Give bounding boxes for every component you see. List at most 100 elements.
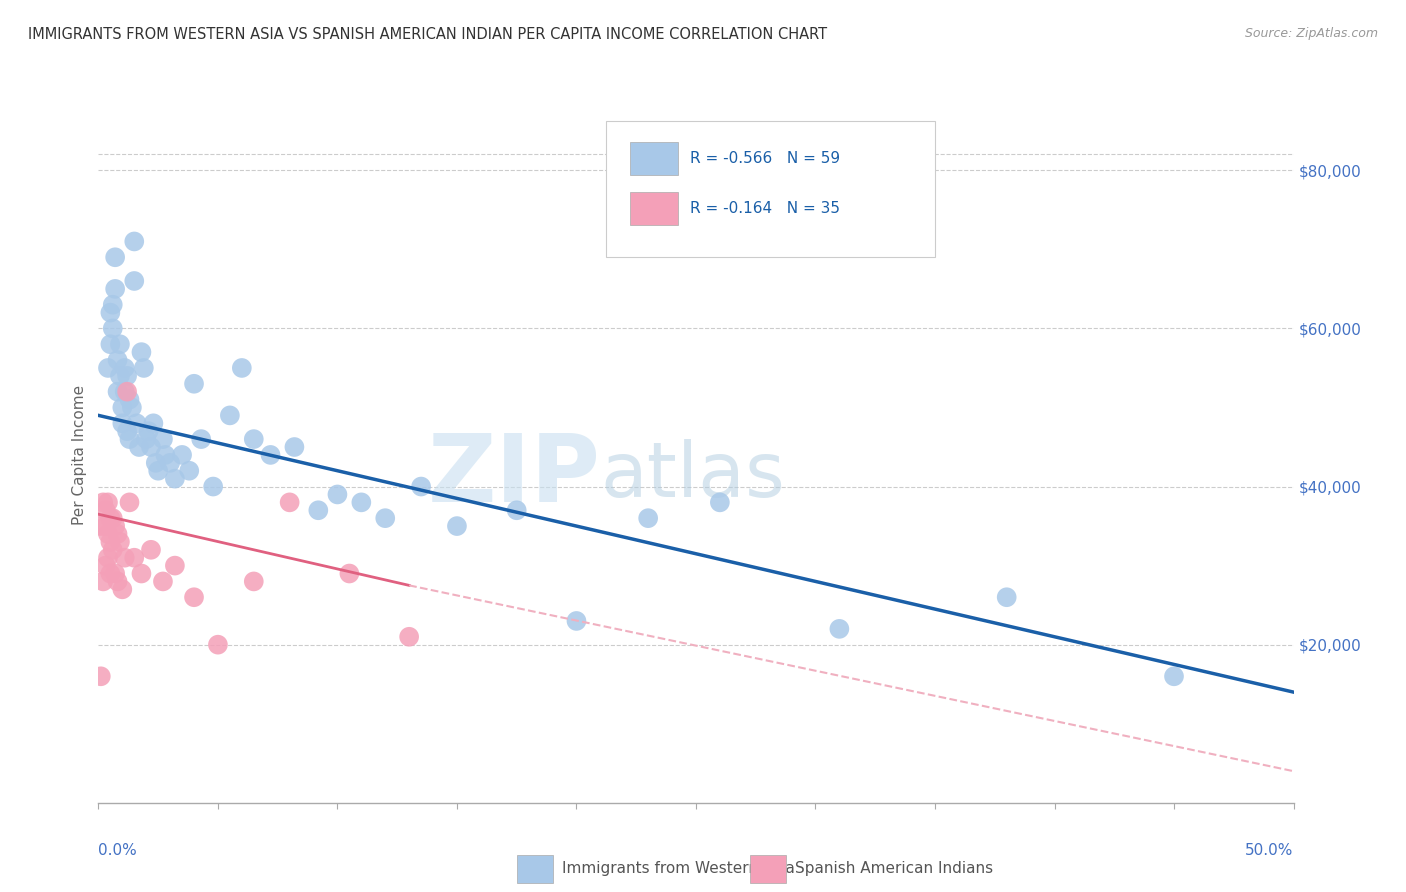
Point	[374, 511, 396, 525]
Point	[94, 558, 117, 573]
Point	[350, 495, 373, 509]
Point	[159, 456, 181, 470]
Point	[101, 511, 124, 525]
Point	[111, 401, 134, 415]
Point	[259, 448, 281, 462]
FancyBboxPatch shape	[606, 121, 935, 257]
Point	[128, 440, 150, 454]
Point	[278, 495, 301, 509]
Text: R = -0.164   N = 35: R = -0.164 N = 35	[690, 201, 839, 216]
Point	[398, 630, 420, 644]
Point	[118, 432, 141, 446]
Point	[446, 519, 468, 533]
Point	[283, 440, 305, 454]
Point	[98, 305, 122, 319]
Point	[145, 456, 167, 470]
Point	[107, 353, 129, 368]
Point	[98, 566, 122, 581]
Point	[148, 464, 170, 478]
Point	[139, 440, 162, 454]
Point	[124, 235, 146, 249]
Point	[637, 511, 659, 525]
Point	[131, 345, 153, 359]
Point	[163, 558, 186, 573]
Text: 50.0%: 50.0%	[1246, 843, 1294, 858]
Point	[97, 527, 120, 541]
Point	[124, 550, 146, 565]
FancyBboxPatch shape	[630, 142, 678, 175]
Point	[97, 495, 120, 509]
Point	[152, 432, 174, 446]
Point	[101, 321, 124, 335]
Point	[179, 464, 201, 478]
Point	[207, 638, 229, 652]
Point	[107, 384, 129, 399]
Text: ZIP: ZIP	[427, 430, 600, 522]
Point	[183, 376, 205, 391]
Point	[243, 574, 266, 589]
Point	[172, 448, 194, 462]
Point	[339, 566, 360, 581]
Point	[125, 417, 148, 431]
Point	[111, 582, 134, 597]
Point	[202, 479, 225, 493]
Point	[219, 409, 242, 423]
Point	[709, 495, 731, 509]
Point	[114, 361, 136, 376]
Point	[101, 542, 124, 557]
Point	[124, 274, 146, 288]
Text: R = -0.566   N = 59: R = -0.566 N = 59	[690, 151, 841, 166]
Point	[98, 535, 122, 549]
Point	[506, 503, 529, 517]
Point	[94, 503, 117, 517]
Point	[94, 519, 117, 533]
Point	[91, 495, 114, 509]
Point	[104, 250, 127, 264]
Point	[411, 479, 433, 493]
Text: Immigrants from Western Asia: Immigrants from Western Asia	[562, 862, 794, 877]
Point	[101, 298, 124, 312]
Point	[190, 432, 212, 446]
Point	[115, 424, 138, 438]
Point	[118, 495, 141, 509]
Point	[108, 368, 131, 383]
Point	[326, 487, 349, 501]
Text: Spanish American Indians: Spanish American Indians	[796, 862, 993, 877]
Point	[163, 472, 186, 486]
Point	[107, 574, 129, 589]
Text: atlas: atlas	[600, 439, 785, 513]
Point	[307, 503, 329, 517]
Point	[108, 337, 131, 351]
Y-axis label: Per Capita Income: Per Capita Income	[72, 384, 87, 525]
Point	[131, 566, 153, 581]
Point	[155, 448, 177, 462]
Point	[90, 669, 112, 683]
Point	[114, 550, 136, 565]
Point	[135, 432, 157, 446]
Point	[115, 368, 138, 383]
Point	[1163, 669, 1185, 683]
Point	[115, 384, 138, 399]
Point	[104, 566, 127, 581]
Point	[118, 392, 141, 407]
Point	[121, 401, 143, 415]
Point	[107, 527, 129, 541]
Point	[104, 519, 127, 533]
Point	[565, 614, 588, 628]
FancyBboxPatch shape	[749, 855, 786, 883]
Point	[108, 535, 131, 549]
Point	[98, 337, 122, 351]
Point	[138, 424, 160, 438]
Point	[183, 591, 205, 605]
Text: 0.0%: 0.0%	[98, 843, 138, 858]
Point	[104, 282, 127, 296]
Point	[90, 519, 112, 533]
Point	[97, 361, 120, 376]
Point	[231, 361, 253, 376]
Point	[828, 622, 851, 636]
Text: IMMIGRANTS FROM WESTERN ASIA VS SPANISH AMERICAN INDIAN PER CAPITA INCOME CORREL: IMMIGRANTS FROM WESTERN ASIA VS SPANISH …	[28, 27, 827, 42]
Point	[98, 511, 122, 525]
Point	[142, 417, 165, 431]
FancyBboxPatch shape	[517, 855, 553, 883]
Point	[111, 417, 134, 431]
